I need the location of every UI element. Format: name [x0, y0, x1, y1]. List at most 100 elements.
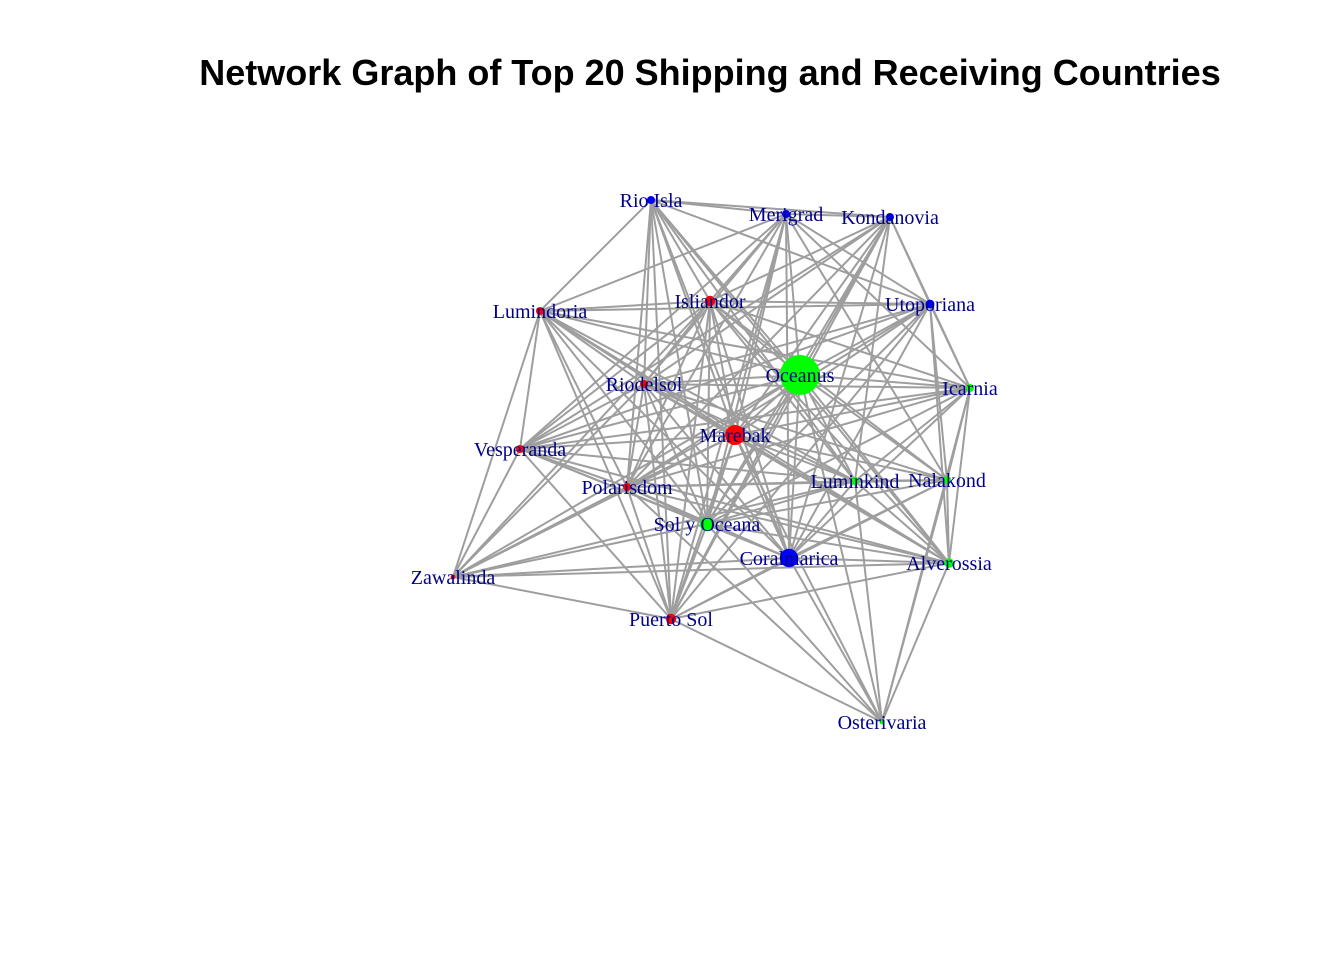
node-label-osterivaria: Osterivaria [838, 712, 927, 734]
edge-utoporiana-to-marebak [734, 303, 931, 436]
node-sol-y-oceana [699, 516, 715, 532]
node-nalakond [943, 476, 951, 484]
node-label-isliandor: Isliandor [674, 291, 745, 313]
edge-vesperanda-to-zawalinda [452, 448, 521, 578]
edge-rio-isla-to-sol-y-oceana [650, 199, 708, 525]
edge-isliandor-to-nalakond [709, 300, 948, 481]
node-alverossia [944, 558, 954, 568]
edge-isliandor-to-puerto-sol [670, 300, 711, 620]
edge-isliandor-to-utoporiana [709, 300, 931, 305]
edge-oceanus-to-nalakond [799, 374, 948, 481]
node-label-vesperanda: Vesperanda [474, 439, 566, 461]
edge-icarnia-to-alverossia [948, 387, 971, 564]
edges-layer [452, 199, 971, 723]
node-icarnia [966, 384, 974, 392]
node-vesperanda [516, 445, 524, 453]
edge-merigrad-to-polarisdom [626, 213, 787, 488]
edge-alverossia-to-puerto-sol [670, 562, 950, 620]
edge-sol-y-oceana-to-osterivaria [706, 523, 883, 723]
edge-rio-isla-to-riodelsol [643, 199, 652, 385]
edge-isliandor-to-zawalinda [452, 300, 711, 578]
edge-icarnia-to-polarisdom [626, 387, 971, 488]
node-label-zawalinda: Zawalinda [411, 567, 496, 589]
edge-coralmarica-to-zawalinda [452, 557, 790, 578]
edge-vesperanda-to-luminkind [519, 448, 856, 482]
edge-vesperanda-to-puerto-sol [519, 448, 672, 620]
node-label-nalakond: Nalakond [908, 470, 986, 492]
edge-sol-y-oceana-to-puerto-sol [670, 523, 708, 620]
node-label-kondanovia: Kondanovia [841, 207, 939, 229]
edge-zawalinda-to-puerto-sol [452, 576, 672, 620]
node-zawalinda [450, 574, 456, 580]
edge-marebak-to-luminkind [734, 434, 856, 482]
edge-oceanus-to-puerto-sol [670, 374, 801, 620]
edge-merigrad-to-utoporiana [785, 213, 931, 305]
edge-utoporiana-to-vesperanda [519, 303, 931, 450]
edge-polarisdom-to-puerto-sol [626, 486, 672, 620]
edge-utoporiana-to-sol-y-oceana [706, 303, 931, 525]
node-isliandor [704, 295, 716, 307]
edge-oceanus-to-zawalinda [452, 374, 801, 578]
edge-luminkind-to-sol-y-oceana [706, 480, 856, 525]
edge-luminkind-to-osterivaria [854, 480, 883, 723]
edge-isliandor-to-vesperanda [519, 300, 711, 450]
edge-isliandor-to-riodelsol [643, 300, 711, 385]
edge-kondanovia-to-coralmarica [788, 216, 891, 559]
edge-lumindoria-to-zawalinda [452, 310, 541, 578]
node-rio-isla [647, 196, 655, 204]
edge-kondanovia-to-luminkind [854, 216, 891, 482]
edge-alverossia-to-zawalinda [452, 562, 950, 578]
node-label-luminkind: Luminkind [811, 471, 900, 493]
edge-sol-y-oceana-to-coralmarica [706, 523, 790, 559]
edge-icarnia-to-coralmarica [788, 387, 971, 559]
node-polarisdom [623, 483, 631, 491]
edge-nalakond-to-osterivaria [881, 479, 948, 723]
edge-icarnia-to-vesperanda [519, 387, 971, 450]
edge-oceanus-to-coralmarica [788, 374, 801, 559]
node-label-puerto-sol: Puerto Sol [629, 609, 713, 631]
edge-utoporiana-to-icarnia [929, 303, 971, 389]
labels-layer: Rio Isla Merigrad Kondanovia Lumindoria Isli… [411, 190, 998, 734]
node-label-sol-y-oceana: Sol y Oceana [654, 514, 761, 536]
edge-marebak-to-nalakond [734, 434, 948, 481]
edge-rio-isla-to-isliandor [650, 199, 711, 302]
edge-riodelsol-to-coralmarica [643, 383, 790, 559]
edge-isliandor-to-marebak [709, 300, 736, 436]
edge-lumindoria-to-isliandor [539, 300, 711, 312]
node-riodelsol [640, 380, 648, 388]
node-marebak [725, 425, 745, 445]
node-label-marebak: Marebak [699, 425, 770, 447]
node-label-rio-isla: Rio Isla [620, 190, 683, 212]
node-kondanovia [886, 213, 894, 221]
edge-rio-isla-to-lumindoria [539, 199, 652, 312]
edge-lumindoria-to-vesperanda [519, 310, 541, 450]
edge-polarisdom-to-osterivaria [626, 486, 883, 723]
edge-merigrad-to-kondanovia [785, 213, 891, 218]
edge-luminkind-to-zawalinda [452, 480, 856, 578]
edge-isliandor-to-polarisdom [626, 300, 711, 488]
edge-riodelsol-to-nalakond [643, 383, 948, 481]
edge-coralmarica-to-alverossia [788, 557, 950, 564]
node-oceanus [780, 355, 820, 395]
edge-utoporiana-to-riodelsol [643, 303, 931, 385]
edge-isliandor-to-icarnia [709, 300, 971, 389]
edge-oceanus-to-riodelsol [643, 374, 801, 385]
edge-lumindoria-to-puerto-sol [539, 310, 672, 620]
edge-sol-y-oceana-to-alverossia [706, 523, 950, 564]
edge-rio-isla-to-kondanovia [650, 199, 891, 218]
edge-coralmarica-to-osterivaria [788, 557, 883, 723]
nodes-layer [450, 196, 974, 725]
edge-riodelsol-to-sol-y-oceana [643, 383, 708, 525]
edge-vesperanda-to-alverossia [519, 448, 950, 564]
node-label-lumindoria: Lumindoria [493, 301, 588, 323]
edge-isliandor-to-sol-y-oceana [706, 300, 711, 525]
edge-merigrad-to-lumindoria [539, 213, 787, 312]
edge-marebak-to-coralmarica [734, 434, 790, 559]
edge-nalakond-to-polarisdom [626, 479, 948, 488]
edge-polarisdom-to-alverossia [626, 486, 950, 564]
node-label-oceanus: Oceanus [766, 365, 835, 387]
node-coralmarica [779, 548, 799, 568]
edge-marebak-to-vesperanda [519, 434, 736, 450]
node-label-coralmarica: Coralmarica [740, 548, 839, 570]
